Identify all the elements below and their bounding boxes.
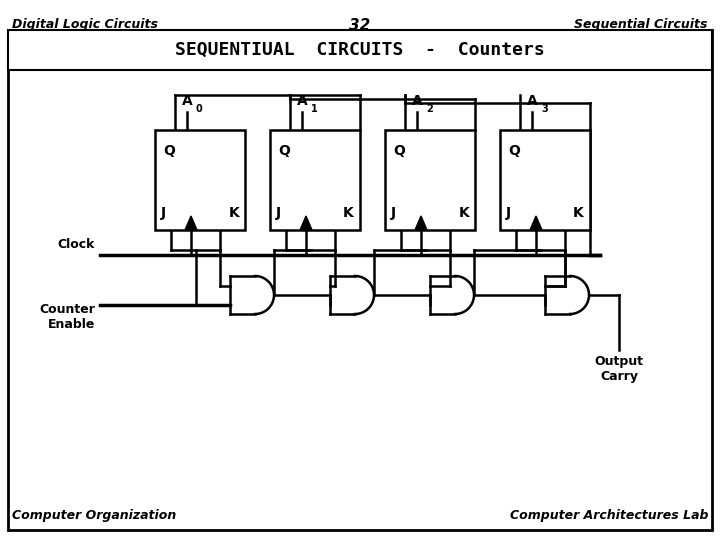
Text: Q: Q [278,144,290,158]
Bar [500,130,590,230]
Text: SEQUENTIUAL  CIRCUITS  -  Counters: SEQUENTIUAL CIRCUITS - Counters [175,41,545,59]
Text: Q: Q [508,144,520,158]
Text: Counter
Enable: Counter Enable [39,303,95,331]
Bar [270,130,360,230]
Text: J: J [506,206,511,220]
Text: J: J [391,206,396,220]
Polygon shape [300,216,312,230]
Text: 2: 2 [426,104,433,114]
Text: K: K [573,206,584,220]
Text: 32: 32 [349,18,371,33]
Text: A: A [527,94,538,108]
Text: Clock: Clock [58,238,95,251]
Polygon shape [415,216,427,230]
Text: 0: 0 [196,104,203,114]
Text: 3: 3 [541,104,548,114]
Text: K: K [343,206,354,220]
Text: Q: Q [393,144,405,158]
Text: Q: Q [163,144,175,158]
Text: Computer Architectures Lab: Computer Architectures Lab [510,509,708,522]
Bar [385,130,475,230]
Text: A: A [412,94,423,108]
Text: J: J [276,206,281,220]
Text: J: J [161,206,166,220]
Text: K: K [228,206,239,220]
Text: 1: 1 [311,104,318,114]
Text: A: A [182,94,193,108]
Text: K: K [458,206,469,220]
Bar [8,30,712,70]
Bar [155,130,245,230]
Text: Output
Carry: Output Carry [595,355,644,383]
Polygon shape [530,216,542,230]
Polygon shape [185,216,197,230]
Text: Digital Logic Circuits: Digital Logic Circuits [12,18,158,31]
Text: A: A [297,94,307,108]
Text: Sequential Circuits: Sequential Circuits [575,18,708,31]
Text: Computer Organization: Computer Organization [12,509,176,522]
